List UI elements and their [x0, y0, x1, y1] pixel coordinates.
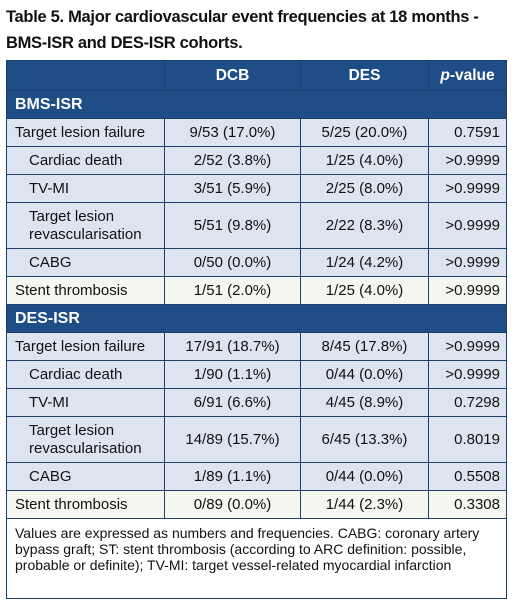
header-p-letter: p	[440, 66, 450, 84]
table-row: Target lesion revascularisation 5/51 (9.…	[6, 202, 507, 249]
table-row: TV-MI 3/51 (5.9%) 2/25 (8.0%) >0.9999	[6, 174, 507, 203]
des-value: 2/22 (8.3%)	[300, 202, 429, 249]
events-table: DCB DES p-value BMS-ISR Target lesion fa…	[6, 60, 507, 599]
row-label: CABG	[6, 462, 165, 491]
row-label: TV-MI	[6, 174, 165, 203]
table-row: Cardiac death 2/52 (3.8%) 1/25 (4.0%) >0…	[6, 146, 507, 175]
des-value: 2/25 (8.0%)	[300, 174, 429, 203]
table-row: Stent thrombosis 1/51 (2.0%) 1/25 (4.0%)…	[6, 276, 507, 305]
des-value: 1/25 (4.0%)	[300, 146, 429, 175]
dcb-value: 14/89 (15.7%)	[164, 416, 301, 463]
section-title: DES-ISR	[6, 304, 507, 333]
des-value: 1/24 (4.2%)	[300, 248, 429, 277]
dcb-value: 1/51 (2.0%)	[164, 276, 301, 305]
table-row: Target lesion failure 9/53 (17.0%) 5/25 …	[6, 118, 507, 147]
table-row: Cardiac death 1/90 (1.1%) 0/44 (0.0%) >0…	[6, 360, 507, 389]
header-p-value: p-value	[428, 60, 507, 91]
table-row: Target lesion failure 17/91 (18.7%) 8/45…	[6, 332, 507, 361]
dcb-value: 2/52 (3.8%)	[164, 146, 301, 175]
dcb-value: 5/51 (9.8%)	[164, 202, 301, 249]
dcb-value: 0/50 (0.0%)	[164, 248, 301, 277]
caption-line-2: BMS-ISR and DES-ISR cohorts.	[6, 34, 243, 52]
row-label: Target lesion failure	[6, 332, 165, 361]
p-value: >0.9999	[428, 174, 507, 203]
table-row: Target lesion revascularisation 14/89 (1…	[6, 416, 507, 463]
section-row-des-isr: DES-ISR	[6, 304, 507, 333]
p-value: 0.7591	[428, 118, 507, 147]
header-blank	[6, 60, 165, 91]
section-title: BMS-ISR	[6, 90, 507, 119]
dcb-value: 3/51 (5.9%)	[164, 174, 301, 203]
des-value: 6/45 (13.3%)	[300, 416, 429, 463]
table-row: Stent thrombosis 0/89 (0.0%) 1/44 (2.3%)…	[6, 490, 507, 519]
p-value: 0.8019	[428, 416, 507, 463]
p-value: >0.9999	[428, 248, 507, 277]
p-value: >0.9999	[428, 360, 507, 389]
row-label: Cardiac death	[6, 360, 165, 389]
des-value: 4/45 (8.9%)	[300, 388, 429, 417]
p-value: >0.9999	[428, 332, 507, 361]
p-value: 0.7298	[428, 388, 507, 417]
table-row: CABG 1/89 (1.1%) 0/44 (0.0%) 0.5508	[6, 462, 507, 491]
p-value: >0.9999	[428, 146, 507, 175]
row-label: CABG	[6, 248, 165, 277]
section-row-bms-isr: BMS-ISR	[6, 90, 507, 119]
dcb-value: 17/91 (18.7%)	[164, 332, 301, 361]
des-value: 5/25 (20.0%)	[300, 118, 429, 147]
table-footnote: Values are expressed as numbers and freq…	[6, 518, 507, 599]
row-label: Cardiac death	[6, 146, 165, 175]
footnote-row: Values are expressed as numbers and freq…	[6, 518, 507, 599]
row-label: Target lesion failure	[6, 118, 165, 147]
p-value: 0.3308	[428, 490, 507, 519]
table-header-row: DCB DES p-value	[6, 60, 507, 91]
dcb-value: 0/89 (0.0%)	[164, 490, 301, 519]
des-value: 1/44 (2.3%)	[300, 490, 429, 519]
row-label: Stent thrombosis	[6, 490, 165, 519]
dcb-value: 1/90 (1.1%)	[164, 360, 301, 389]
row-label: Stent thrombosis	[6, 276, 165, 305]
dcb-value: 9/53 (17.0%)	[164, 118, 301, 147]
table-row: CABG 0/50 (0.0%) 1/24 (4.2%) >0.9999	[6, 248, 507, 277]
des-value: 8/45 (17.8%)	[300, 332, 429, 361]
row-label: Target lesion revascularisation	[6, 202, 165, 249]
p-value: >0.9999	[428, 202, 507, 249]
dcb-value: 6/91 (6.6%)	[164, 388, 301, 417]
header-dcb: DCB	[164, 60, 301, 91]
p-value: >0.9999	[428, 276, 507, 305]
header-des: DES	[300, 60, 429, 91]
table-row: TV-MI 6/91 (6.6%) 4/45 (8.9%) 0.7298	[6, 388, 507, 417]
dcb-value: 1/89 (1.1%)	[164, 462, 301, 491]
p-value: 0.5508	[428, 462, 507, 491]
row-label: TV-MI	[6, 388, 165, 417]
des-value: 0/44 (0.0%)	[300, 462, 429, 491]
des-value: 0/44 (0.0%)	[300, 360, 429, 389]
row-label: Target lesion revascularisation	[6, 416, 165, 463]
table-caption: Table 5. Major cardiovascular event freq…	[6, 4, 506, 56]
header-p-rest: -value	[449, 66, 495, 84]
caption-line-1: Table 5. Major cardiovascular event freq…	[6, 8, 479, 26]
des-value: 1/25 (4.0%)	[300, 276, 429, 305]
